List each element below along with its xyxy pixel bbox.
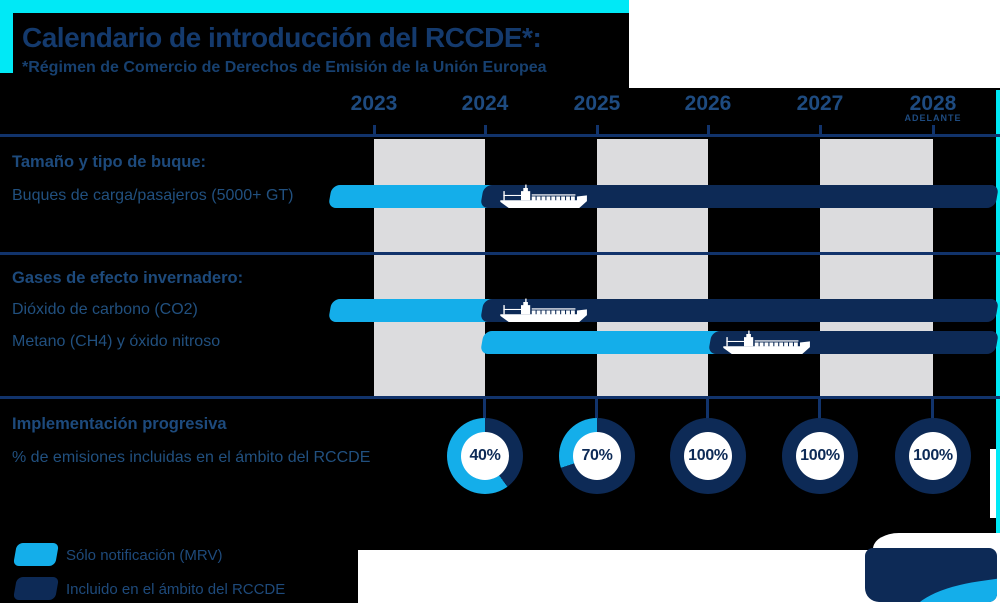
donut-2027-value: 100%	[796, 432, 844, 480]
section-header-progressive: Implementación progresiva	[12, 415, 227, 433]
row-label-ch4: Metano (CH4) y óxido nitroso	[12, 333, 221, 350]
bar-mrv-co2	[327, 299, 503, 322]
axis-tick	[484, 125, 487, 137]
ship-icon	[721, 330, 813, 358]
axis-line	[0, 134, 1000, 137]
donut-connector	[483, 399, 486, 421]
company-logo	[865, 548, 997, 602]
year-column-stripe	[374, 139, 485, 397]
axis-tick	[819, 125, 822, 137]
row-label-co2: Dióxido de carbono (CO2)	[12, 301, 198, 318]
cyan-edge-line	[996, 90, 1000, 533]
axis-tick	[373, 125, 376, 137]
title-box: Calendario de introducción del RCCDE*: *…	[13, 13, 629, 88]
donut-2028: 100%	[895, 418, 971, 494]
ship-icon	[498, 184, 590, 212]
bar-mrv-ch4	[479, 331, 733, 354]
year-column-stripe	[597, 139, 708, 397]
donut-2027: 100%	[782, 418, 858, 494]
row-separator	[0, 396, 1000, 399]
bottom-right-cutout	[873, 533, 1000, 551]
legend-swatch-scope	[12, 577, 60, 600]
legend-swatch-mrv	[12, 543, 60, 566]
axis-tick	[707, 125, 710, 137]
donut-2025: 70%	[559, 418, 635, 494]
adelante-note: ADELANTE	[904, 113, 962, 123]
donut-connector	[706, 399, 709, 421]
legend-background	[0, 550, 358, 603]
section-header-ship-type: Tamaño y tipo de buque:	[12, 153, 207, 171]
bar-mrv-ships	[327, 185, 503, 208]
year-label-2027: 2027	[796, 92, 844, 115]
donut-2026: 100%	[670, 418, 746, 494]
page-subtitle: *Régimen de Comercio de Derechos de Emis…	[22, 59, 547, 76]
year-label-2024: 2024	[461, 92, 509, 115]
year-column-stripe	[820, 139, 933, 397]
year-label-2028: 2028	[909, 92, 957, 115]
donut-2028-value: 100%	[909, 432, 957, 480]
axis-tick	[596, 125, 599, 137]
year-label-2026: 2026	[684, 92, 732, 115]
donut-connector	[595, 399, 598, 421]
section-header-gases: Gases de efecto invernadero:	[12, 269, 244, 287]
row-label-cargo-ships: Buques de carga/pasajeros (5000+ GT)	[12, 187, 294, 204]
logo-swoosh	[909, 577, 997, 602]
right-edge-notch	[990, 449, 996, 518]
row-separator	[0, 252, 1000, 255]
row-label-pct-emissions: % de emisiones incluidas en el ámbito de…	[12, 449, 371, 466]
axis-tick	[932, 125, 935, 137]
legend-label-scope: Incluido en el ámbito del RCCDE	[66, 581, 286, 598]
legend-label-mrv: Sólo notificación (MRV)	[66, 547, 223, 564]
page-title: Calendario de introducción del RCCDE*:	[22, 22, 542, 53]
donut-2025-value: 70%	[573, 432, 621, 480]
donut-2024-value: 40%	[461, 432, 509, 480]
donut-connector	[818, 399, 821, 421]
donut-2024: 40%	[447, 418, 523, 494]
donut-connector	[931, 399, 934, 421]
ship-icon	[498, 298, 590, 326]
year-label-2023: 2023	[350, 92, 398, 115]
year-label-2025: 2025	[573, 92, 621, 115]
donut-2026-value: 100%	[684, 432, 732, 480]
